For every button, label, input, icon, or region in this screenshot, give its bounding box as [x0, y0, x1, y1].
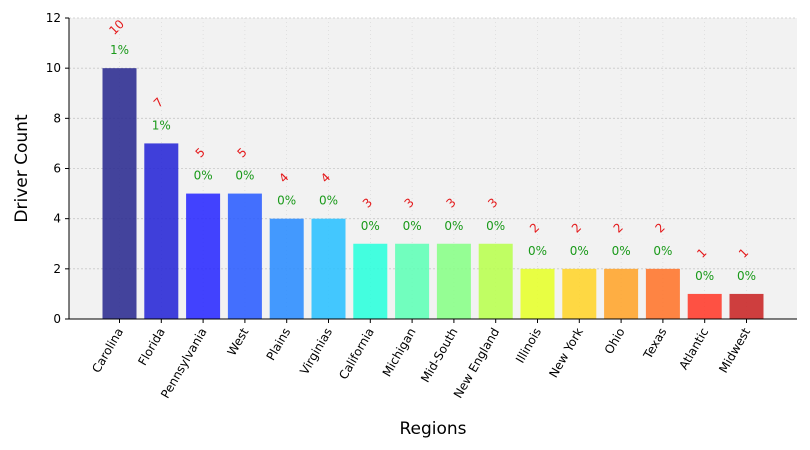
y-tick-label: 4 [53, 212, 61, 226]
x-tick-label: Virginias [297, 326, 335, 378]
y-tick-label: 0 [53, 312, 61, 326]
bar [436, 243, 471, 319]
bar [144, 143, 179, 319]
y-tick-label: 12 [46, 11, 61, 25]
bar [687, 293, 722, 319]
bar [395, 243, 430, 319]
y-tick-label: 2 [53, 262, 61, 276]
x-tick-label: Illinois [513, 326, 544, 366]
bar [520, 268, 555, 319]
bar [353, 243, 388, 319]
x-tick-label: Ohio [602, 326, 628, 357]
x-tick-label: West [225, 325, 252, 358]
percent-label: 0% [653, 244, 672, 258]
x-tick-label: Carolina [89, 326, 126, 376]
x-tick-label: Texas [640, 326, 669, 363]
percent-label: 0% [361, 219, 380, 233]
percent-label: 0% [444, 219, 463, 233]
bar [478, 243, 513, 319]
x-tick-label: California [336, 326, 377, 382]
percent-label: 0% [319, 194, 338, 208]
percent-label: 0% [695, 269, 714, 283]
x-tick-label: Florida [135, 326, 168, 368]
bar [562, 268, 597, 319]
x-tick-label: Mid-South [418, 326, 460, 385]
y-axis-title: Driver Count [12, 114, 32, 223]
x-tick-label: New England [451, 326, 502, 401]
percent-label: 0% [528, 244, 547, 258]
x-tick-label: Pennsylvania [158, 326, 210, 401]
percent-label: 0% [570, 244, 589, 258]
bar [645, 268, 680, 319]
x-tick-label: Plains [264, 326, 294, 363]
x-tick-label: New York [546, 325, 586, 380]
percent-label: 1% [110, 43, 129, 57]
bar [102, 68, 137, 320]
bars [102, 68, 764, 320]
percent-label: 0% [486, 219, 505, 233]
percent-label: 0% [194, 169, 213, 183]
percent-label: 0% [403, 219, 422, 233]
y-tick-label: 8 [53, 111, 61, 125]
x-tick-label: Midwest [716, 325, 753, 375]
bar [311, 218, 346, 319]
y-tick-label: 6 [53, 162, 61, 176]
percent-label: 0% [737, 269, 756, 283]
bar [269, 218, 304, 319]
x-axis-title: Regions [399, 419, 466, 439]
percent-label: 0% [277, 194, 296, 208]
bar [186, 193, 221, 319]
y-tick-label: 10 [46, 61, 61, 75]
percent-label: 0% [235, 169, 254, 183]
bar [227, 193, 262, 319]
percent-label: 1% [152, 118, 171, 132]
bar [729, 293, 764, 319]
percent-label: 0% [612, 244, 631, 258]
x-tick-label: Michigan [380, 326, 419, 380]
x-tick-label: Atlantic [676, 326, 711, 373]
bar [604, 268, 639, 319]
